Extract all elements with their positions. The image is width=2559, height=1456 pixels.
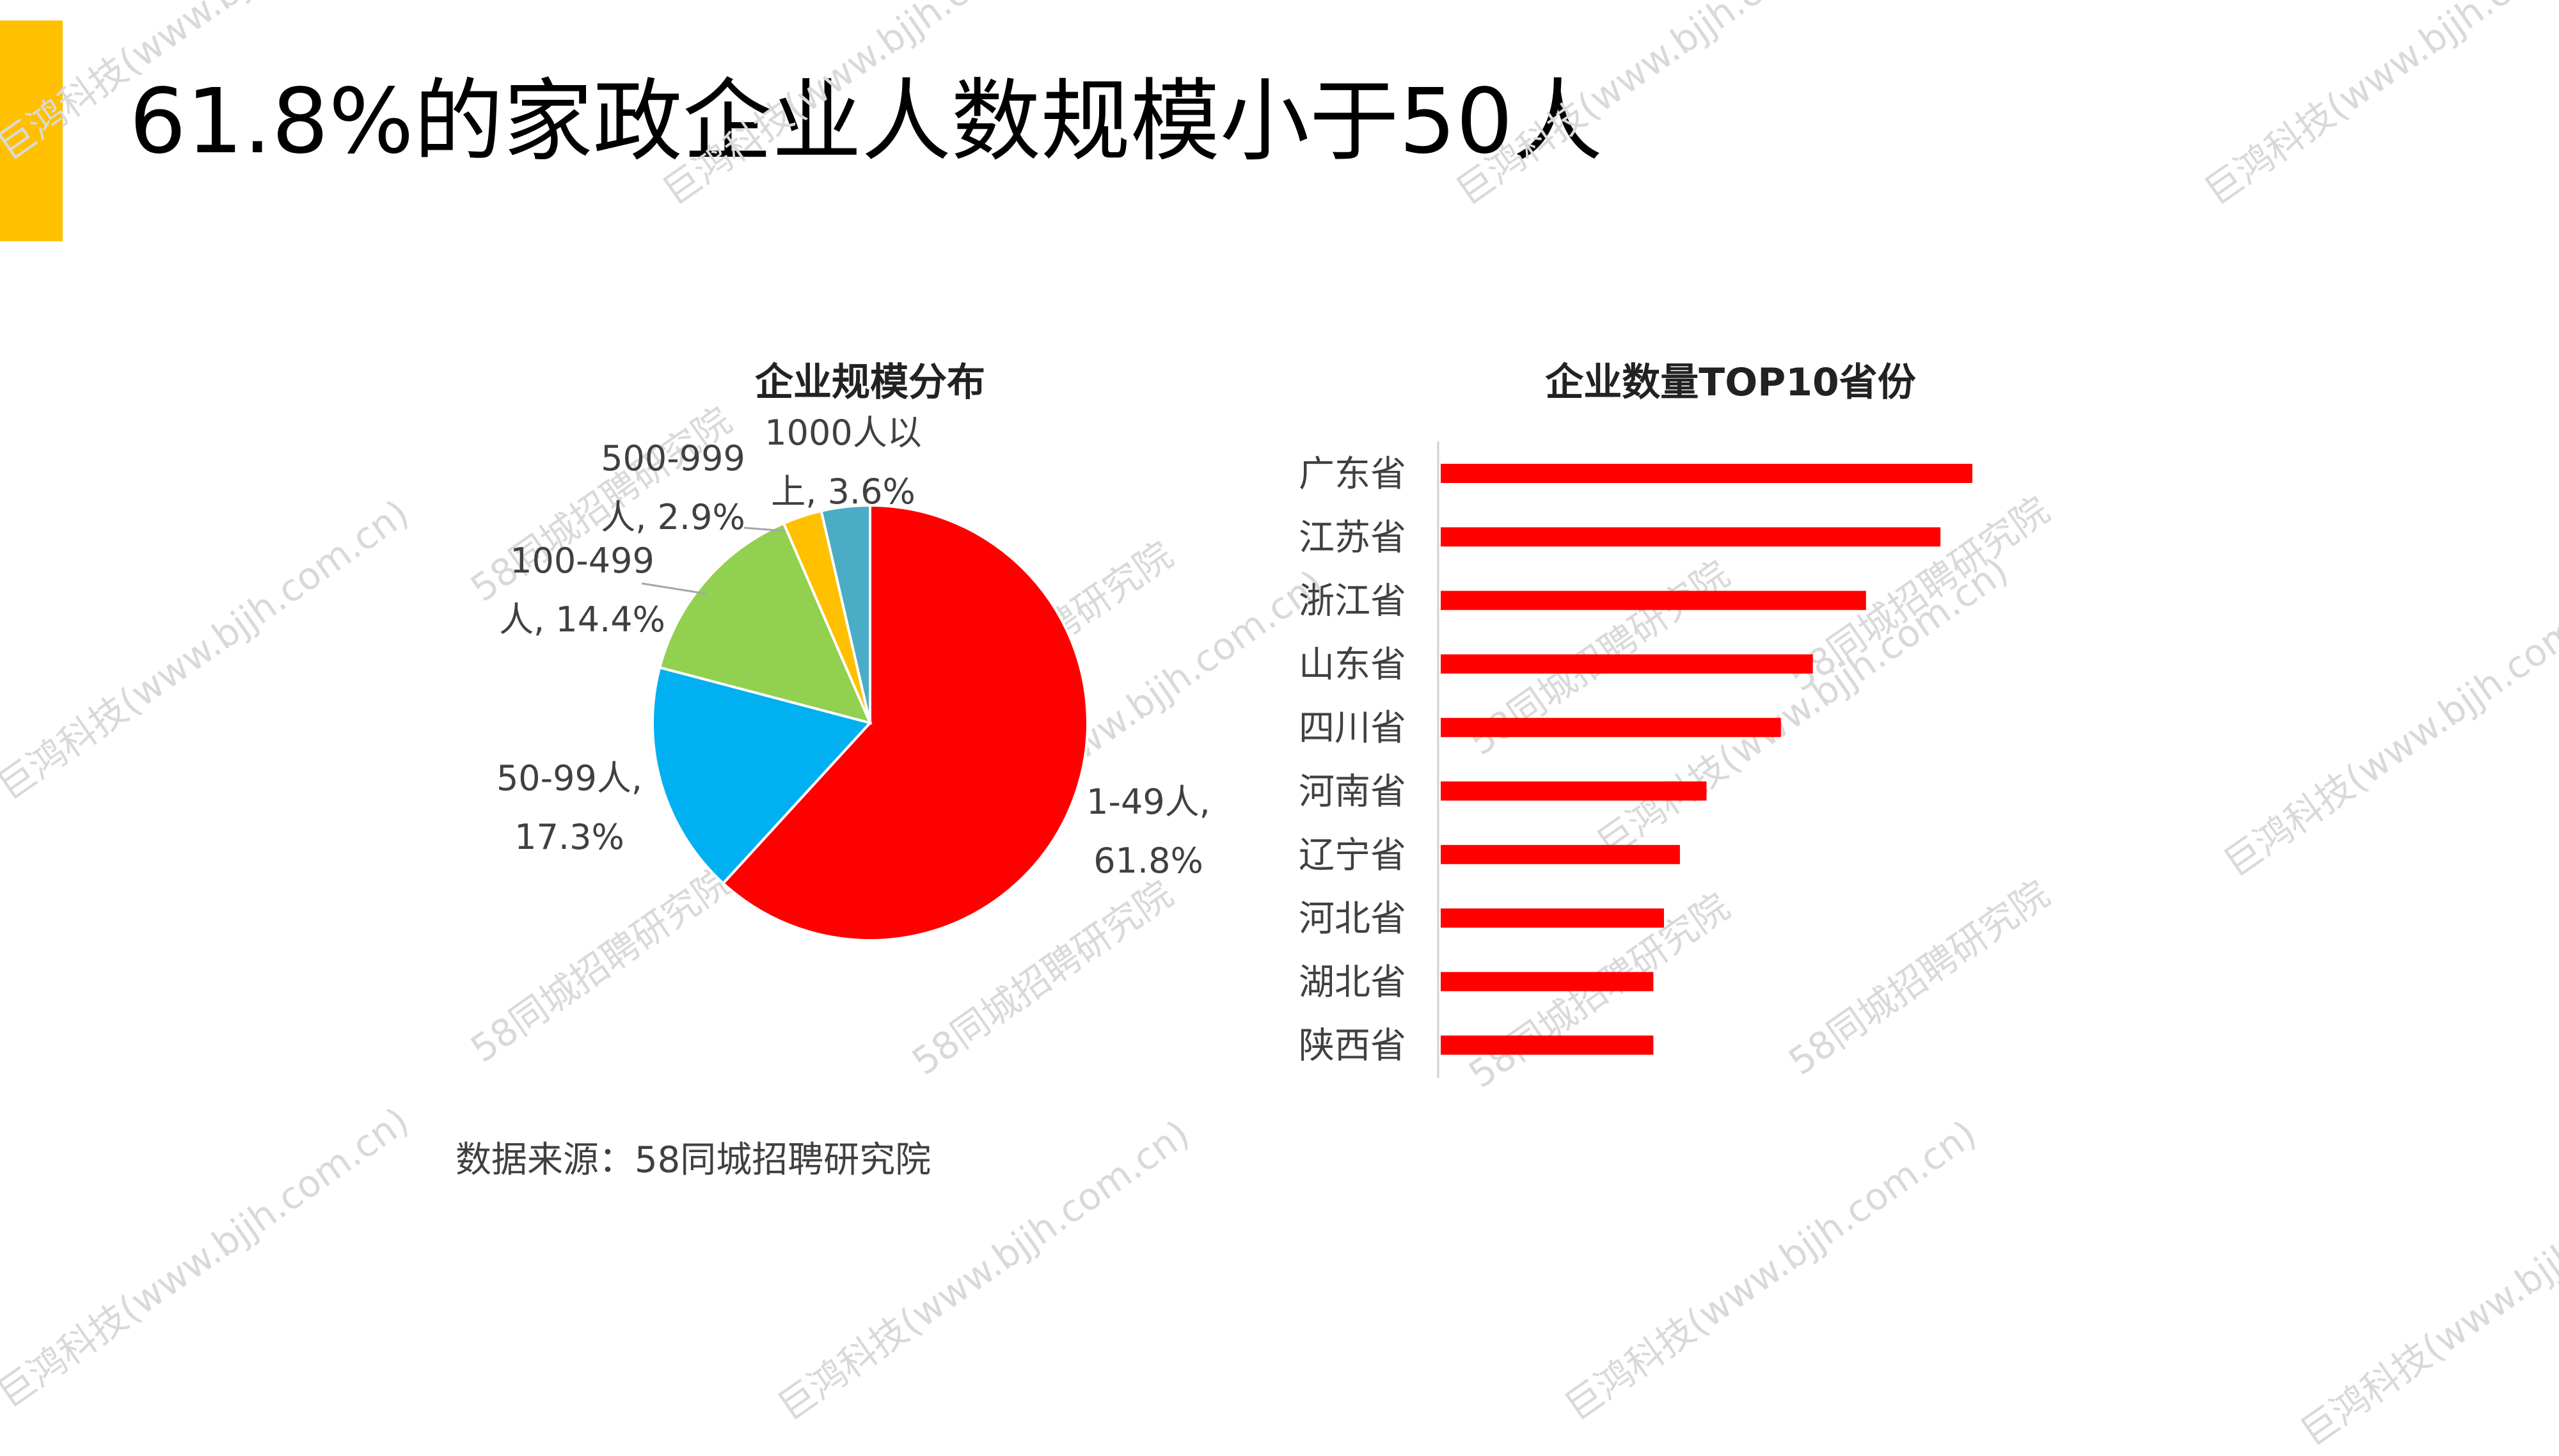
bar-category-label: 浙江省 [1299,581,1406,622]
bar [1441,590,1866,610]
bar-category-label: 江苏省 [1299,517,1406,558]
bar-chart-title: 企业数量TOP10省份 [1545,360,1915,405]
bar [1441,718,1781,738]
title-accent-bar [0,20,63,241]
pie-slice [820,503,871,724]
bar [1441,1035,1654,1055]
bar [1441,527,1941,547]
bar [1441,654,1813,674]
pie-chart-title: 企业规模分布 [755,360,985,405]
bar [1441,972,1654,992]
pie-slice-label-line: 上, 3.6% [771,471,915,512]
pie-slice-label: 500-999 人, 2.9% [601,438,745,537]
source-note: 数据来源：58同城招聘研究院 [456,1139,931,1181]
bar [1441,844,1680,864]
pie-slice-label-line: 1000人以 [765,413,921,453]
bar [1441,464,1972,483]
pie-slice-label-line: 1-49人, [1086,782,1210,822]
bar-category-label: 河南省 [1299,772,1406,813]
pie-slice-label-line: 人, 14.4% [499,599,665,640]
bar-category-label: 广东省 [1299,454,1406,495]
bar-chart: 企业数量TOP10省份 广东省江苏省浙江省山东省四川省河南省辽宁省河北省湖北省陕… [1299,360,1972,1078]
pie-leader-line [743,526,786,532]
bar-category-label: 辽宁省 [1299,835,1406,876]
pie-slice-label: 50-99人, 17.3% [496,758,642,857]
pie-slice-label-line: 500-999 [601,438,745,479]
pie-chart: 企业规模分布 1-49人, 61.8%50-99人, 17.3%100-499 人, … [496,360,1210,942]
bar-category-label: 河北省 [1299,898,1406,940]
pie-slice-label: 100-499 人, 14.4% [499,541,665,640]
pie-slice [658,521,873,725]
pie-slice [651,665,873,885]
pie-slice-label-line: 17.3% [514,817,624,857]
bar-category-label: 四川省 [1299,708,1406,749]
bar-category-label: 陕西省 [1299,1025,1406,1067]
slide-title: 61.8%的家政企业人数规模小于50人 [129,70,1603,174]
pie-leader-line [641,582,706,595]
bar-category-label: 湖北省 [1299,961,1406,1003]
pie-slice-label: 1000人以上, 3.6% [765,413,921,512]
pie-slice-label-line: 100-499 [510,541,654,581]
bar [1441,908,1664,928]
pie-slice [721,503,1089,942]
pie-slice-label-line: 50-99人, [496,758,642,798]
pie-slice-label-line: 61.8% [1093,841,1203,881]
bar-category-label: 山东省 [1299,644,1406,686]
pie-slice-label: 1-49人, 61.8% [1086,782,1210,881]
pie-slice-label-line: 人, 2.9% [601,497,745,537]
bar [1441,781,1707,801]
